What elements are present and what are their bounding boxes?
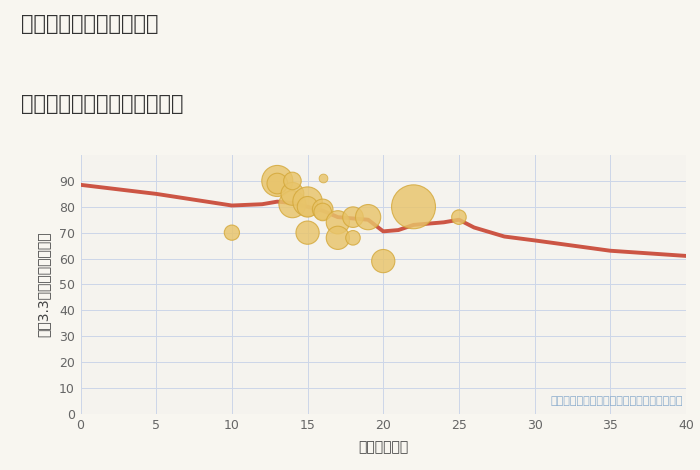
Point xyxy=(317,174,328,182)
Text: 兵庫県宝塚市山本丸橋の: 兵庫県宝塚市山本丸橋の xyxy=(21,14,158,34)
Point xyxy=(332,234,344,242)
Point xyxy=(302,198,313,205)
Point xyxy=(347,234,358,242)
Text: 円の大きさは、取引のあった物件面積を示す: 円の大きさは、取引のあった物件面積を示す xyxy=(550,396,683,406)
Point xyxy=(317,206,328,213)
Point xyxy=(378,257,389,265)
Point xyxy=(347,213,358,221)
Point xyxy=(272,180,283,187)
Point xyxy=(226,229,237,236)
Point xyxy=(272,177,283,185)
Point xyxy=(408,203,419,211)
Y-axis label: 坪（3.3㎡）単価（万円）: 坪（3.3㎡）単価（万円） xyxy=(36,232,50,337)
X-axis label: 築年数（年）: 築年数（年） xyxy=(358,440,408,454)
Point xyxy=(302,229,313,236)
Text: 築年数別中古マンション価格: 築年数別中古マンション価格 xyxy=(21,94,183,114)
Point xyxy=(332,219,344,226)
Point xyxy=(454,213,465,221)
Point xyxy=(317,208,328,216)
Point xyxy=(287,200,298,208)
Point xyxy=(302,203,313,211)
Point xyxy=(287,190,298,197)
Point xyxy=(287,177,298,185)
Point xyxy=(363,213,374,221)
